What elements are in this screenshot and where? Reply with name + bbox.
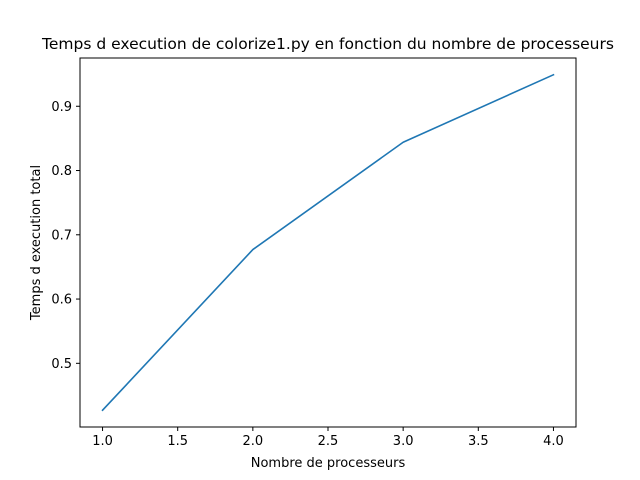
x-tick-label: 3.0 <box>393 434 414 449</box>
y-tick-label: 0.7 <box>51 228 72 243</box>
plot-area-frame <box>79 57 577 428</box>
x-axis-ticks: 1.0 1.5 2.0 2.5 3.0 3.5 4.0 <box>92 427 564 449</box>
x-tick-label: 1.0 <box>92 434 113 449</box>
x-tick-label: 2.5 <box>318 434 339 449</box>
x-tick-label: 3.5 <box>468 434 489 449</box>
x-axis-label: Nombre de processeurs <box>251 456 406 471</box>
plot-series <box>101 73 555 412</box>
x-tick-label: 4.0 <box>543 434 564 449</box>
y-tick-label: 0.8 <box>51 164 72 179</box>
y-tick-label: 0.6 <box>51 293 72 308</box>
chart-title: Temps d execution de colorize1.py en fon… <box>41 35 614 53</box>
series-line-0 <box>101 73 555 412</box>
y-axis-label: Temps d execution total <box>29 165 44 321</box>
y-axis-ticks: 0.5 0.6 0.7 0.8 0.9 <box>51 100 80 372</box>
y-tick-label: 0.5 <box>51 357 72 372</box>
x-tick-label: 1.5 <box>167 434 188 449</box>
x-tick-label: 2.0 <box>243 434 264 449</box>
y-tick-label: 0.9 <box>51 100 72 115</box>
